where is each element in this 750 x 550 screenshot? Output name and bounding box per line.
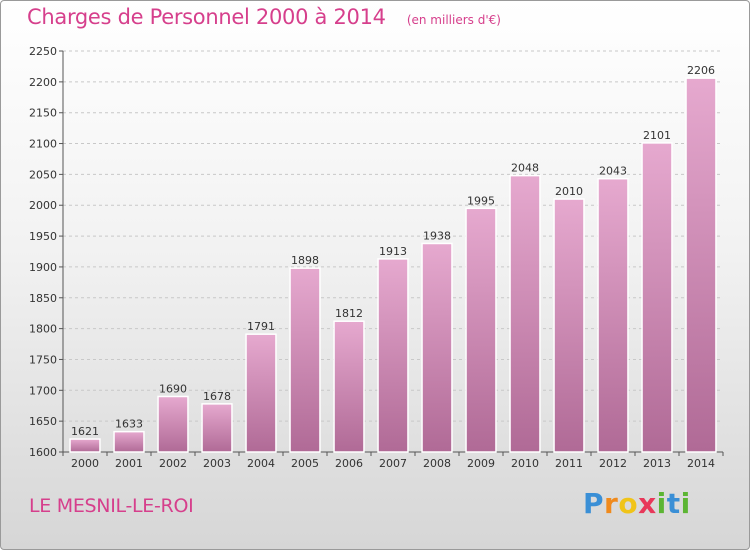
x-tick-label-2002: 2002 bbox=[159, 457, 187, 470]
y-tick-label: 1600 bbox=[29, 446, 57, 459]
brand-letter: i bbox=[657, 487, 667, 520]
y-tick-label: 1950 bbox=[29, 230, 57, 243]
chart-frame: Charges de Personnel 2000 à 2014 (en mil… bbox=[0, 0, 750, 550]
data-label-2008: 1938 bbox=[423, 229, 451, 242]
y-tick-label: 2250 bbox=[29, 45, 57, 58]
x-tick-label-2006: 2006 bbox=[335, 457, 363, 470]
town-name: LE MESNIL-LE-ROI bbox=[29, 495, 193, 517]
bar-2006 bbox=[334, 321, 364, 452]
bar-2004 bbox=[246, 334, 276, 452]
bar-2014 bbox=[686, 78, 716, 452]
bar-chart: 1600 1650 1700 1750 1800 1850 1900 1950 2000 2050… bbox=[1, 1, 749, 549]
y-tick-label: 2050 bbox=[29, 168, 57, 181]
x-tick-label-2013: 2013 bbox=[643, 457, 671, 470]
bar-2010 bbox=[510, 176, 540, 452]
data-label-2012: 2043 bbox=[599, 165, 627, 178]
bar-2002 bbox=[158, 396, 188, 452]
y-tick-label: 2150 bbox=[29, 107, 57, 120]
x-tick-label-2014: 2014 bbox=[687, 457, 715, 470]
brand-logo: Proxiti bbox=[583, 487, 691, 520]
data-label-2003: 1678 bbox=[203, 390, 231, 403]
y-tick-label: 1800 bbox=[29, 323, 57, 336]
data-label-2013: 2101 bbox=[643, 129, 671, 142]
bar-2013 bbox=[642, 143, 672, 452]
x-tick-label-2012: 2012 bbox=[599, 457, 627, 470]
brand-letter: P bbox=[583, 487, 604, 520]
data-label-2010: 2048 bbox=[511, 162, 539, 175]
y-tick-label: 1650 bbox=[29, 415, 57, 428]
brand-letter: o bbox=[618, 487, 638, 520]
x-tick-label-2007: 2007 bbox=[379, 457, 407, 470]
bar-2008 bbox=[422, 243, 452, 452]
bar-2012 bbox=[598, 179, 628, 452]
bar-2005 bbox=[290, 268, 320, 452]
bar-2003 bbox=[202, 404, 232, 452]
data-label-2006: 1812 bbox=[335, 307, 363, 320]
data-label-2000: 1621 bbox=[71, 425, 99, 438]
data-label-2007: 1913 bbox=[379, 245, 407, 258]
x-tick-label-2011: 2011 bbox=[555, 457, 583, 470]
data-label-2005: 1898 bbox=[291, 254, 319, 267]
bars bbox=[70, 78, 716, 452]
data-label-2004: 1791 bbox=[247, 320, 275, 333]
x-tick-label-2004: 2004 bbox=[247, 457, 275, 470]
x-tick-label-2003: 2003 bbox=[203, 457, 231, 470]
y-tick-label: 2100 bbox=[29, 138, 57, 151]
y-tick-label: 2000 bbox=[29, 199, 57, 212]
data-label-2011: 2010 bbox=[555, 185, 583, 198]
x-tick-label-2000: 2000 bbox=[71, 457, 99, 470]
y-tick-label: 1900 bbox=[29, 261, 57, 274]
bar-2009 bbox=[466, 208, 496, 452]
y-tick-label: 1850 bbox=[29, 292, 57, 305]
bar-2007 bbox=[378, 259, 408, 452]
x-tick-label-2010: 2010 bbox=[511, 457, 539, 470]
data-label-2009: 1995 bbox=[467, 194, 495, 207]
brand-letter: r bbox=[604, 487, 618, 520]
data-label-2014: 2206 bbox=[687, 64, 715, 77]
y-tick-label: 2200 bbox=[29, 76, 57, 89]
y-tick-label: 1700 bbox=[29, 384, 57, 397]
bar-2011 bbox=[554, 199, 584, 452]
y-tick-label: 1750 bbox=[29, 353, 57, 366]
brand-letter: t bbox=[667, 487, 681, 520]
x-tick-label-2009: 2009 bbox=[467, 457, 495, 470]
bar-2000 bbox=[70, 439, 100, 452]
data-label-2001: 1633 bbox=[115, 418, 143, 431]
brand-letter: x bbox=[638, 487, 657, 520]
data-label-2002: 1690 bbox=[159, 382, 187, 395]
x-tick-label-2001: 2001 bbox=[115, 457, 143, 470]
x-tick-label-2005: 2005 bbox=[291, 457, 319, 470]
bar-2001 bbox=[114, 432, 144, 452]
brand-letter: i bbox=[681, 487, 691, 520]
x-tick-label-2008: 2008 bbox=[423, 457, 451, 470]
